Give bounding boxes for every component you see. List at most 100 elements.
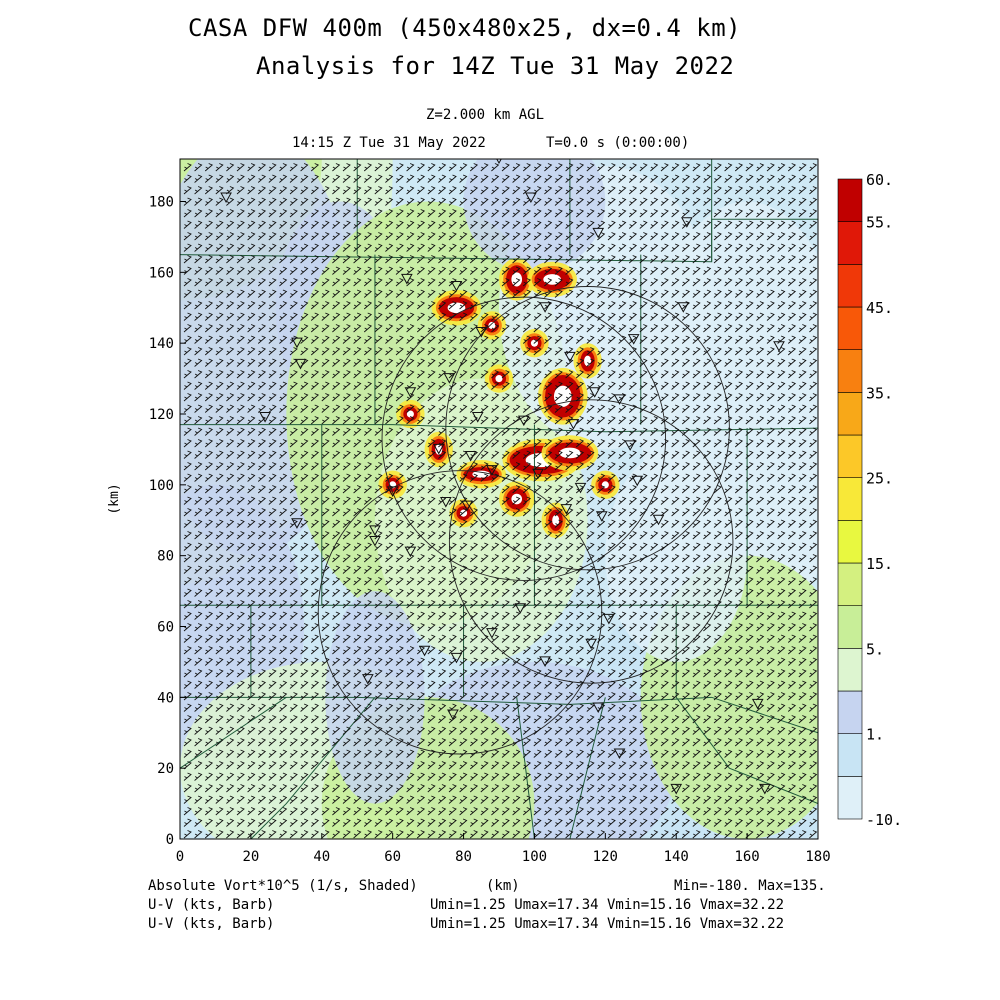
station-marker [447, 709, 459, 721]
county-line [180, 696, 287, 839]
colorbar: 60. 55. 45. 35. 25. 15. 5. 1. -10. [837, 171, 902, 829]
barb-stats-1: Umin=1.25 Umax=17.34 Vmin=15.16 Vmax=32.… [430, 897, 785, 913]
storm-center [406, 410, 414, 418]
field-minmax: Min=-180. Max=135. [674, 878, 826, 894]
station-marker [681, 217, 693, 228]
station-marker [574, 482, 587, 494]
station-marker [592, 227, 605, 239]
y-tick-label: 0 [166, 832, 174, 848]
station-marker [758, 783, 771, 795]
station-marker [259, 412, 271, 423]
storm-center [543, 274, 562, 285]
station-marker [464, 451, 477, 462]
station-marker [404, 387, 417, 398]
x-tick-label: 60 [384, 849, 401, 865]
colorbar-label: 60. [866, 171, 893, 189]
colorbar-swatch [837, 221, 863, 265]
station-marker [486, 465, 498, 476]
station-marker [432, 443, 445, 455]
station-marker [471, 412, 484, 423]
colorbar-swatch [837, 477, 863, 521]
station-marker [369, 525, 381, 536]
station-marker [564, 351, 576, 363]
station-marker [560, 504, 573, 515]
x-tick-label: 140 [664, 849, 689, 865]
storm-center [559, 447, 581, 459]
station-marker [439, 497, 452, 508]
station-marker [631, 475, 644, 487]
colorbar-label: 35. [866, 384, 893, 402]
barb-stats-2: Umin=1.25 Umax=17.34 Vmin=15.16 Vmax=32.… [430, 916, 785, 932]
station-marker [595, 511, 608, 522]
x-tick-label: 120 [593, 849, 618, 865]
station-marker [539, 656, 551, 667]
county-line [180, 424, 818, 433]
colorbar-swatch [837, 306, 863, 350]
station-marker [450, 652, 463, 664]
y-tick-label: 80 [157, 549, 174, 565]
y-tick-label: 160 [149, 265, 174, 281]
station-marker [532, 468, 544, 480]
barb-label-2: U-V (kts, Barb) [148, 916, 275, 932]
plot-area [180, 159, 818, 839]
x-axis: 0 20 40 60 80 100 120 140 160 180 [176, 833, 831, 865]
colorbar-swatch [837, 264, 863, 308]
station-marker [291, 518, 303, 529]
colorbar-label: 5. [866, 640, 884, 658]
plot-frame [179, 158, 819, 840]
station-marker [624, 440, 636, 451]
wind-barbs [183, 163, 818, 839]
barb-label-1: U-V (kts, Barb) [148, 897, 275, 913]
x-tick-label: 160 [734, 849, 759, 865]
x-axis-unit: (km) [486, 878, 520, 894]
station-marker [670, 783, 683, 795]
y-axis: 0 20 40 60 80 100 120 140 160 180 [149, 195, 186, 848]
station-marker [567, 419, 580, 430]
title-line-2: Analysis for 14Z Tue 31 May 2022 [256, 52, 735, 80]
station-marker [588, 387, 601, 398]
station-marker [585, 638, 598, 650]
station-marker [677, 302, 690, 313]
station-marker [294, 358, 307, 370]
colorbar-swatch [837, 562, 863, 606]
station-marker [517, 415, 530, 427]
station-marker [627, 334, 640, 345]
station-markers [220, 159, 785, 795]
colorbar-label: 25. [866, 470, 893, 488]
title-line-1: CASA DFW 400m (450x480x25, dx=0.4 km) [188, 14, 742, 42]
colorbar-label: 15. [866, 555, 893, 573]
station-marker [400, 273, 413, 285]
colorbar-swatch [837, 178, 863, 222]
y-tick-label: 140 [149, 336, 174, 352]
station-marker [525, 192, 537, 203]
station-marker [592, 702, 605, 713]
storm-center [584, 355, 592, 367]
station-marker [220, 192, 232, 203]
storm-center [435, 444, 443, 455]
storm-center [601, 481, 609, 489]
x-tick-label: 0 [176, 849, 184, 865]
station-marker [461, 500, 473, 512]
colorbar-swatch [837, 605, 863, 649]
station-marker [514, 603, 527, 614]
colorbar-swatch [837, 349, 863, 393]
storm-center [488, 321, 496, 330]
y-tick-label: 120 [149, 407, 174, 423]
station-marker [291, 337, 303, 349]
level-label: Z=2.000 km AGL [426, 107, 545, 123]
x-tick-label: 180 [805, 849, 830, 865]
station-marker [362, 674, 374, 685]
colorbar-swatch [837, 733, 863, 777]
storm-center [495, 375, 503, 383]
field-label: Absolute Vort*10^5 (1/s, Shaded) [148, 878, 418, 894]
station-marker [613, 748, 626, 760]
station-marker [773, 341, 785, 352]
colorbar-label: -10. [866, 811, 902, 829]
y-tick-label: 180 [149, 195, 174, 211]
radar-range-ring [448, 399, 734, 684]
colorbar-swatch [837, 520, 863, 564]
storm-center [552, 514, 560, 526]
y-axis-label: (km) [107, 483, 122, 514]
station-marker [369, 536, 381, 547]
